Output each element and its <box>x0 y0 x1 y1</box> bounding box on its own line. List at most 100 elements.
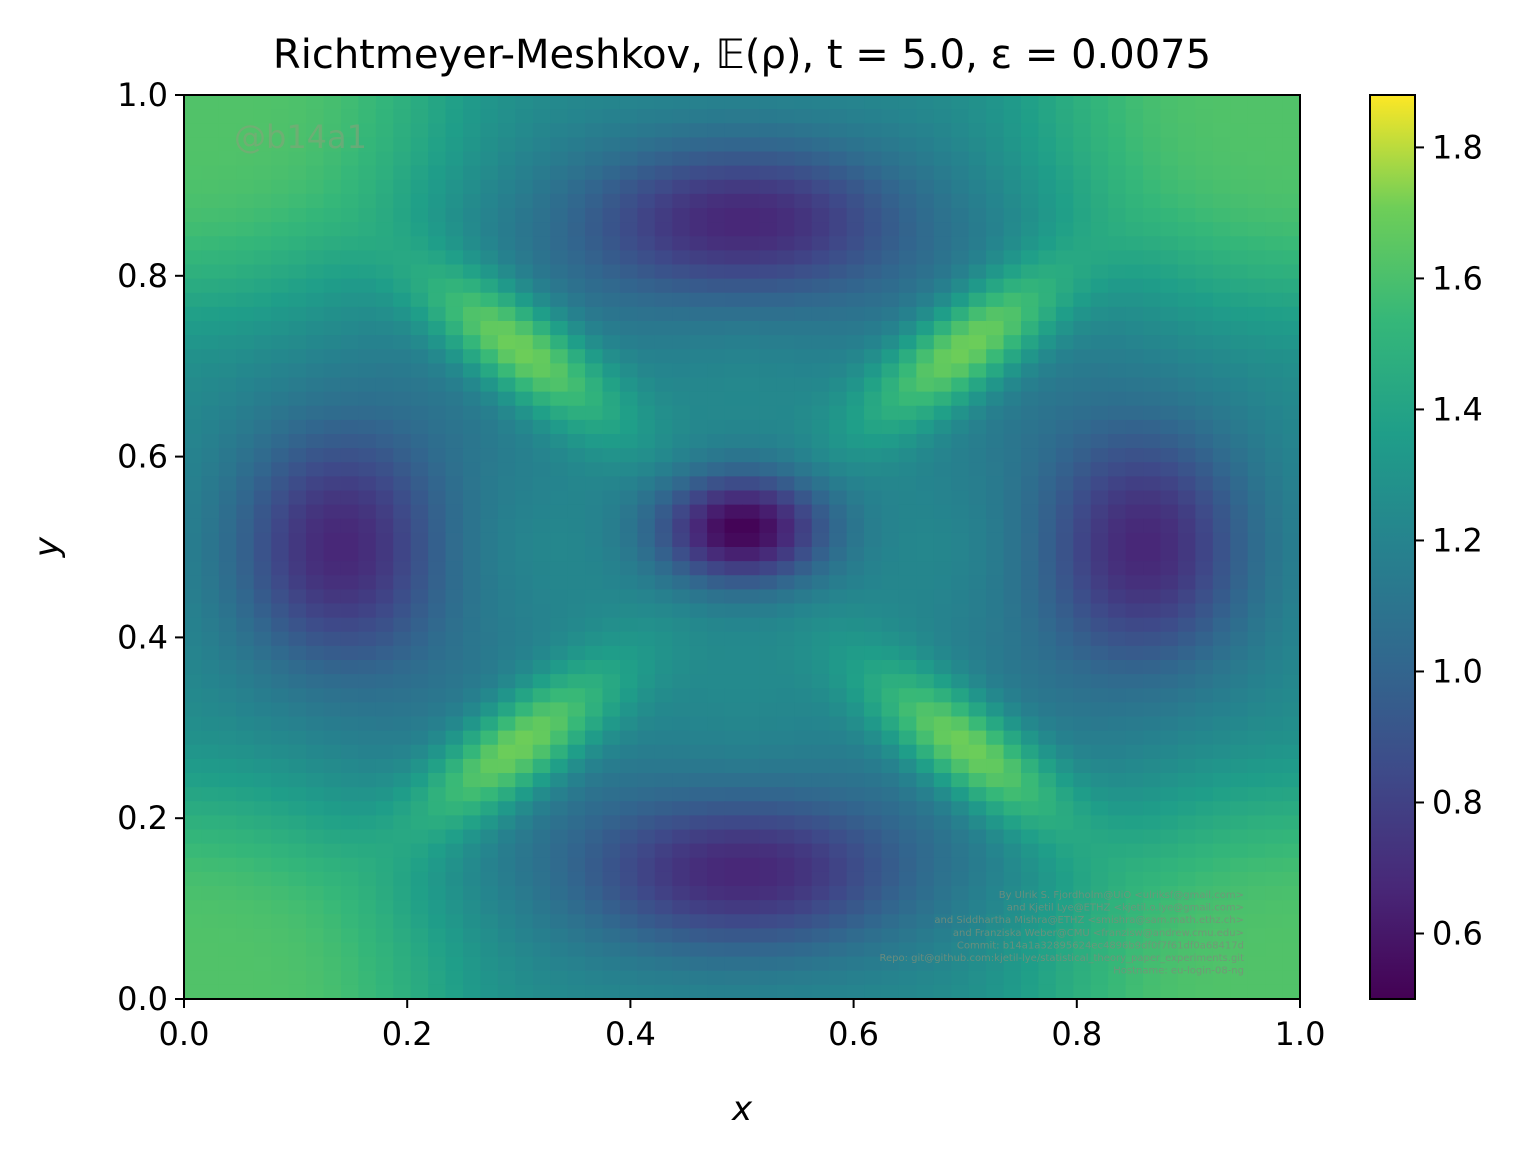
heatmap-cell <box>1055 222 1075 237</box>
heatmap-cell <box>428 871 447 887</box>
heatmap-cell <box>1212 645 1231 661</box>
heatmap-cell <box>532 942 551 958</box>
heatmap-cell <box>184 179 203 195</box>
heatmap-cell <box>776 377 796 393</box>
heatmap-cell <box>829 462 848 478</box>
heatmap-cell <box>951 504 970 520</box>
heatmap-cell <box>428 914 447 930</box>
heatmap-cell <box>532 208 551 223</box>
heatmap-cell <box>1055 250 1075 266</box>
heatmap-cell <box>288 95 307 110</box>
heatmap-cell <box>933 391 952 407</box>
heatmap-cell <box>724 547 743 562</box>
heatmap-cell <box>1021 617 1040 633</box>
heatmap-cell <box>916 900 935 915</box>
heatmap-cell <box>375 405 394 421</box>
heatmap-cell <box>1090 631 1109 647</box>
heatmap-cell <box>375 631 394 647</box>
heatmap-cell <box>1195 900 1214 915</box>
heatmap-cell <box>201 165 220 181</box>
heatmap-cell <box>724 264 743 280</box>
heatmap-cell <box>375 886 394 901</box>
heatmap-cell <box>463 758 482 774</box>
heatmap-cell <box>480 179 499 195</box>
heatmap-cell <box>410 419 429 435</box>
heatmap-cell <box>619 490 639 506</box>
heatmap-cell <box>358 250 377 266</box>
heatmap-cell <box>410 829 429 845</box>
heatmap-cell <box>585 984 604 999</box>
heatmap-cell <box>933 730 952 746</box>
heatmap-cell <box>1230 165 1249 181</box>
heatmap-cell <box>1055 857 1075 873</box>
heatmap-cell <box>1160 123 1179 139</box>
heatmap-cell <box>794 660 813 675</box>
heatmap-cell <box>881 815 900 831</box>
heatmap-cell <box>1265 151 1284 167</box>
heatmap-cell <box>811 900 830 915</box>
heatmap-cell <box>1021 589 1040 605</box>
heatmap-cell <box>550 716 569 732</box>
heatmap-cell <box>1282 631 1300 647</box>
heatmap-cell <box>986 222 1005 237</box>
heatmap-cell <box>846 518 865 534</box>
heatmap-cell <box>236 504 255 520</box>
heatmap-cell <box>742 109 761 124</box>
heatmap-cell <box>864 123 883 139</box>
heatmap-cell <box>445 815 464 831</box>
heatmap-cell <box>1195 335 1214 350</box>
heatmap-cell <box>271 843 290 859</box>
heatmap-cell <box>776 321 796 336</box>
heatmap-cell <box>218 335 238 350</box>
heatmap-cell <box>1125 123 1144 139</box>
heatmap-cell <box>358 95 377 110</box>
heatmap-cell <box>497 702 517 718</box>
heatmap-cell <box>1177 589 1197 605</box>
heatmap-cell <box>184 716 203 732</box>
heatmap-cell <box>619 561 639 576</box>
heatmap-cell <box>619 448 639 463</box>
heatmap-cell <box>707 547 726 562</box>
heatmap-cell <box>567 462 586 478</box>
heatmap-cell <box>445 193 464 209</box>
heatmap-cell <box>1195 589 1214 605</box>
heatmap-cell <box>742 222 761 237</box>
heatmap-cell <box>881 589 900 605</box>
heatmap-cell <box>236 900 255 915</box>
heatmap-cell <box>846 914 865 930</box>
heatmap-cell <box>218 405 238 421</box>
heatmap-cell <box>201 688 220 704</box>
heatmap-cell <box>393 193 412 209</box>
heatmap-cell <box>672 674 691 689</box>
heatmap-cell <box>463 490 482 506</box>
heatmap-cell <box>515 660 534 675</box>
heatmap-cell <box>410 900 429 915</box>
heatmap-cell <box>288 660 307 675</box>
heatmap-cell <box>445 278 464 294</box>
heatmap-cell <box>1108 391 1127 407</box>
heatmap-cell <box>759 95 778 110</box>
heatmap-cell <box>1038 575 1057 591</box>
heatmap-cell <box>288 730 307 746</box>
heatmap-cell <box>916 575 935 591</box>
heatmap-cell <box>707 631 726 647</box>
heatmap-cell <box>550 335 569 350</box>
heatmap-cell <box>358 589 377 605</box>
heatmap-cell <box>829 942 848 958</box>
heatmap-cell <box>410 292 429 308</box>
heatmap-cell <box>811 589 830 605</box>
heatmap-cell <box>898 801 918 817</box>
heatmap-cell <box>463 179 482 195</box>
heatmap-cell <box>1073 773 1092 788</box>
heatmap-cell <box>672 815 691 831</box>
heatmap-cell <box>1247 321 1266 336</box>
heatmap-cell <box>236 151 255 167</box>
heatmap-cell <box>602 660 621 675</box>
heatmap-cell <box>445 377 464 393</box>
heatmap-cell <box>497 292 517 308</box>
heatmap-cell <box>986 306 1005 322</box>
heatmap-cell <box>829 956 848 972</box>
heatmap-cell <box>1212 405 1231 421</box>
heatmap-cell <box>794 900 813 915</box>
heatmap-cell <box>986 109 1005 124</box>
